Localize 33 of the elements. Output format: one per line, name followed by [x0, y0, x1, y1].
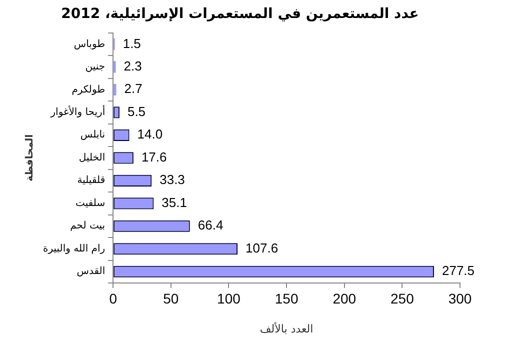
x-tick-label: 200	[332, 290, 356, 306]
y-tick-label: القدس	[76, 266, 106, 278]
y-tick-label: طوباس	[74, 38, 106, 50]
x-tick-label: 300	[448, 290, 472, 306]
y-tick-label: الخليل	[78, 152, 106, 164]
data-label: 2.3	[124, 58, 142, 74]
y-tick-label: قلقيلية	[77, 175, 106, 186]
x-tick-label: 50	[163, 290, 179, 306]
y-tick-label: طولكرم	[72, 84, 106, 96]
data-label: 17.6	[141, 149, 167, 164]
data-label: 5.5	[127, 104, 146, 119]
data-label: 33.3	[160, 172, 185, 188]
x-axis-title: العدد بالألف	[260, 321, 314, 336]
y-tick-label: سلفيت	[76, 198, 106, 209]
data-label: 277.5	[442, 263, 475, 278]
y-tick-label: نابلس	[80, 130, 106, 141]
chart-title: عدد المستعمرين في المستعمرات الإسرائيلية، 2012	[61, 6, 419, 22]
data-label: 1.5	[122, 36, 141, 51]
y-axis-title: المحافظة	[24, 134, 36, 182]
x-tick-label: 150	[274, 290, 298, 306]
data-label: 107.6	[246, 240, 278, 256]
data-label: 14.0	[137, 126, 163, 142]
bar	[114, 84, 116, 96]
data-label: 35.1	[162, 194, 187, 210]
data-label: 66.4	[198, 218, 224, 233]
y-tick-label: جنين	[85, 62, 106, 73]
y-tick-label: رام الله والبيرة	[42, 243, 106, 254]
data-label: 2.7	[124, 81, 142, 96]
y-tick-label: بيت لحم	[70, 220, 106, 232]
y-tick-label: أريحا والأغوار	[50, 105, 106, 118]
x-tick-label: 0	[109, 290, 118, 306]
x-tick-label: 100	[217, 290, 241, 306]
x-tick-label: 250	[390, 290, 414, 306]
